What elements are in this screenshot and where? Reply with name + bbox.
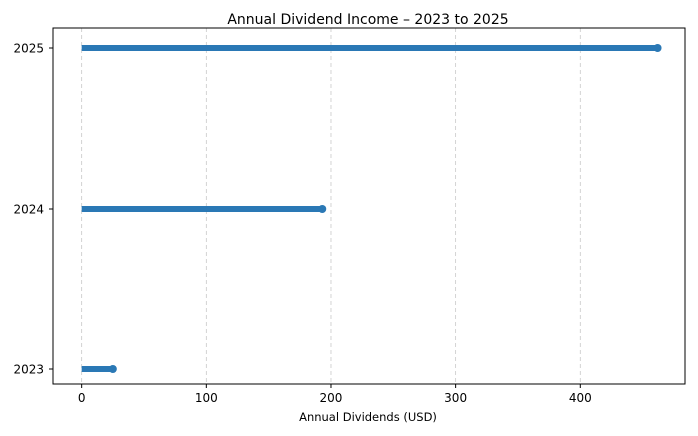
x-axis-ticks: 0 100 200 300 400 <box>78 384 592 405</box>
lollipop-point <box>653 44 662 52</box>
chart-title: Annual Dividend Income – 2023 to 2025 <box>227 12 508 28</box>
x-tick-label: 100 <box>195 391 218 405</box>
y-tick-label: 2025 <box>13 42 44 56</box>
y-axis-ticks: 2023 2024 2025 <box>13 42 53 377</box>
y-tick-label: 2023 <box>13 363 44 377</box>
lollipop-point <box>108 365 117 373</box>
plot-frame <box>52 27 686 385</box>
x-tick-label: 0 <box>78 391 86 405</box>
x-tick-label: 200 <box>320 391 343 405</box>
data-marks <box>81 44 662 373</box>
y-tick-label: 2024 <box>13 203 44 217</box>
lollipop-point <box>318 205 327 213</box>
x-tick-label: 400 <box>569 391 592 405</box>
x-tick-label: 300 <box>444 391 467 405</box>
x-axis-label: Annual Dividends (USD) <box>299 410 437 424</box>
